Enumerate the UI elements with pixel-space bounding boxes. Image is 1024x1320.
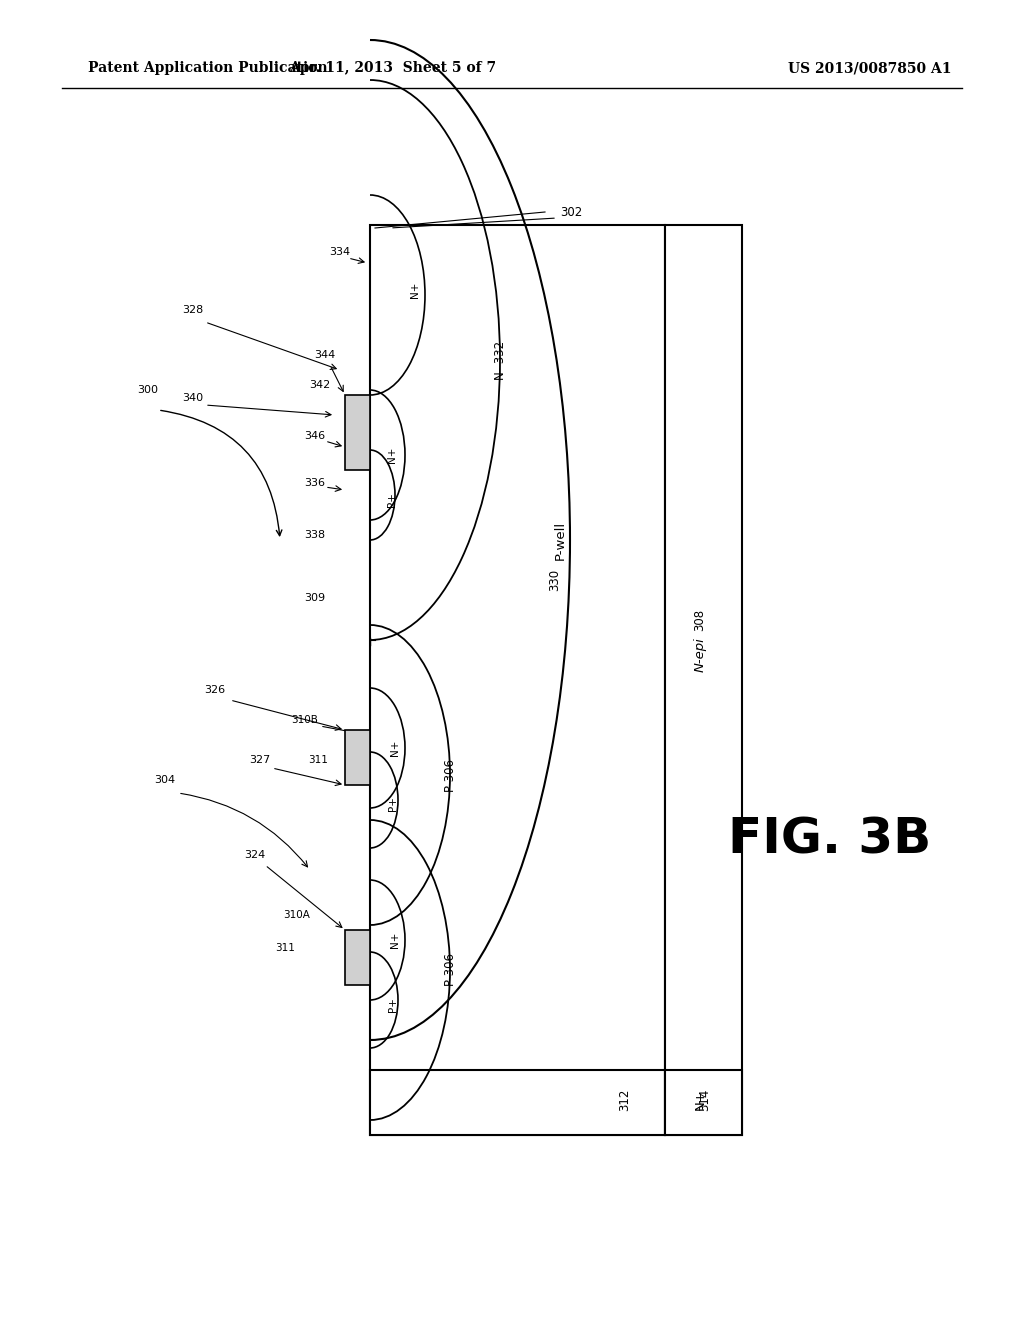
Text: 310A: 310A <box>284 909 310 920</box>
Text: 330: 330 <box>549 569 561 591</box>
Text: 312: 312 <box>618 1089 632 1111</box>
Text: P 306: P 306 <box>443 953 457 986</box>
Text: N- 332: N- 332 <box>494 341 507 380</box>
Text: N+: N+ <box>410 281 420 298</box>
Text: 311: 311 <box>275 942 295 953</box>
Text: 346: 346 <box>304 432 326 441</box>
Text: P+: P+ <box>387 492 397 507</box>
Text: 311: 311 <box>308 755 328 766</box>
Text: Patent Application Publication: Patent Application Publication <box>88 61 328 75</box>
Text: 328: 328 <box>182 305 204 315</box>
Text: N-epi: N-epi <box>693 638 707 672</box>
Text: 324: 324 <box>245 850 265 861</box>
Bar <box>370 1071 665 1135</box>
Text: N+: N+ <box>390 932 400 948</box>
Bar <box>370 224 665 1135</box>
Text: N+: N+ <box>387 446 397 463</box>
Text: 304: 304 <box>155 775 175 785</box>
Text: 340: 340 <box>182 393 204 403</box>
Text: 302: 302 <box>560 206 583 219</box>
Text: 300: 300 <box>137 385 159 395</box>
Bar <box>345 395 370 470</box>
Text: N+: N+ <box>390 739 400 756</box>
Bar <box>665 1071 742 1135</box>
Bar <box>665 224 742 1135</box>
Text: FIG. 3B: FIG. 3B <box>728 816 932 865</box>
Text: 309: 309 <box>304 593 326 603</box>
Text: US 2013/0087850 A1: US 2013/0087850 A1 <box>788 61 951 75</box>
Text: 344: 344 <box>314 350 336 360</box>
Text: P 306: P 306 <box>443 759 457 792</box>
Text: 327: 327 <box>250 755 270 766</box>
Bar <box>345 931 370 985</box>
Text: 326: 326 <box>205 685 225 696</box>
Text: 314: 314 <box>698 1089 712 1111</box>
Text: 342: 342 <box>309 380 330 389</box>
Text: N+: N+ <box>693 1089 707 1110</box>
Text: Apr. 11, 2013  Sheet 5 of 7: Apr. 11, 2013 Sheet 5 of 7 <box>290 61 497 75</box>
Text: P-well: P-well <box>554 520 566 560</box>
Text: 310B: 310B <box>292 715 318 725</box>
Text: P+: P+ <box>388 796 398 812</box>
Text: 334: 334 <box>330 247 350 257</box>
Text: 336: 336 <box>304 478 326 488</box>
Bar <box>345 730 370 785</box>
Text: P+: P+ <box>388 998 398 1012</box>
Text: 338: 338 <box>304 531 326 540</box>
Text: 308: 308 <box>693 609 707 631</box>
